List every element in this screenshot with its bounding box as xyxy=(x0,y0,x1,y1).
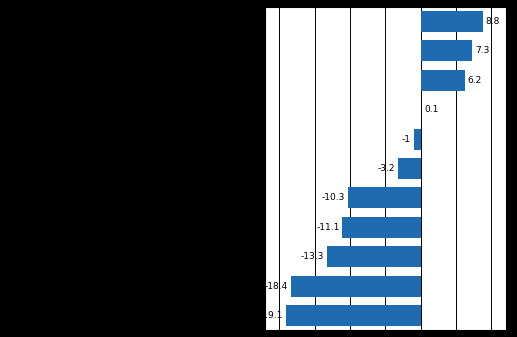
Bar xyxy=(398,158,421,179)
Bar xyxy=(342,217,421,238)
Text: -1: -1 xyxy=(402,134,411,144)
Text: -18.4: -18.4 xyxy=(265,282,288,290)
Bar xyxy=(421,70,465,91)
Bar xyxy=(291,276,421,297)
Bar xyxy=(421,40,473,61)
Text: -11.1: -11.1 xyxy=(316,223,340,232)
Text: -3.2: -3.2 xyxy=(378,164,396,173)
Bar xyxy=(348,187,421,209)
Bar xyxy=(421,11,483,32)
Text: -13.3: -13.3 xyxy=(300,252,324,261)
Text: -10.3: -10.3 xyxy=(322,193,345,203)
Bar xyxy=(327,246,421,267)
Bar xyxy=(414,128,421,150)
Text: -19.1: -19.1 xyxy=(260,311,283,320)
Text: 7.3: 7.3 xyxy=(475,47,490,55)
Bar xyxy=(286,305,421,326)
Text: 6.2: 6.2 xyxy=(467,76,482,85)
Text: 0.1: 0.1 xyxy=(424,105,439,114)
Text: 8.8: 8.8 xyxy=(486,17,500,26)
